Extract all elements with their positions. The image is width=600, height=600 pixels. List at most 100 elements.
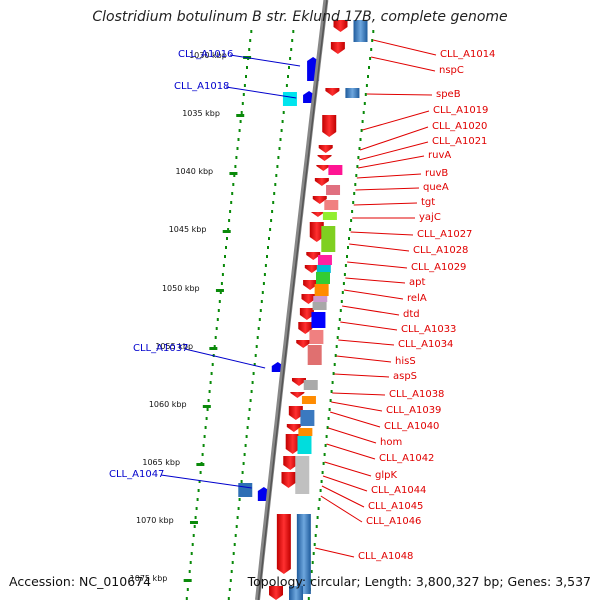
forward-gene-colored bbox=[321, 226, 336, 252]
right-slot-dot bbox=[316, 516, 319, 519]
tick-label: 1055 kbp bbox=[155, 342, 194, 351]
left-slot-outer-dot bbox=[210, 372, 213, 375]
left-slot-dot bbox=[287, 75, 289, 78]
right-slot-dot bbox=[328, 408, 331, 411]
forward-gene bbox=[276, 514, 291, 574]
left-slot-outer-dot bbox=[196, 498, 199, 501]
left-slot-outer-dot bbox=[192, 534, 195, 537]
gene-label: CLL_A1042 bbox=[379, 453, 435, 464]
leader-line bbox=[324, 461, 372, 477]
right-slot-dot bbox=[358, 147, 361, 150]
right-slot-dot bbox=[335, 345, 338, 348]
tick-label: 1060 kbp bbox=[148, 400, 187, 409]
left-slot-dot bbox=[260, 300, 263, 303]
right-slot-dot bbox=[347, 246, 349, 249]
gene-label: ruvA bbox=[428, 150, 452, 161]
forward-gene-colored bbox=[328, 165, 343, 175]
leader-line bbox=[331, 401, 383, 412]
leader-line bbox=[320, 495, 363, 523]
right-slot-dot bbox=[369, 57, 372, 60]
left-slot-outer-dot bbox=[189, 561, 192, 564]
right-slot-dot bbox=[339, 309, 342, 312]
forward-gene bbox=[312, 196, 327, 204]
left-slot-outer-dot bbox=[203, 435, 206, 438]
right-slot-dot bbox=[364, 93, 367, 96]
left-slot-dot bbox=[270, 219, 273, 222]
left-slot-outer-dot bbox=[188, 570, 191, 573]
right-slot-dot bbox=[371, 39, 374, 42]
left-slot-outer-dot bbox=[245, 75, 247, 78]
left-slot-dot bbox=[276, 165, 279, 168]
forward-gene bbox=[296, 340, 311, 348]
left-slot-outer-dot bbox=[211, 363, 214, 366]
left-slot-dot bbox=[274, 183, 277, 186]
right-slot-dot bbox=[362, 111, 365, 114]
gene-label: CLL_A1033 bbox=[401, 324, 457, 335]
left-slot-dot bbox=[256, 336, 259, 339]
left-slot-outer-dot bbox=[198, 480, 201, 483]
left-slot-outer-dot bbox=[207, 399, 210, 402]
right-slot-dot bbox=[322, 462, 325, 465]
forward-gene bbox=[322, 115, 337, 137]
gene-label: nspC bbox=[439, 65, 464, 76]
left-slot-outer-dot bbox=[229, 210, 232, 213]
left-slot-outer-dot bbox=[222, 264, 225, 267]
forward-gene-colored bbox=[314, 284, 329, 296]
left-slot-outer-dot bbox=[243, 84, 246, 87]
tick-mark bbox=[229, 172, 238, 175]
left-slot-outer-dot bbox=[217, 309, 220, 312]
tick-mark bbox=[236, 114, 245, 117]
left-slot-outer-dot bbox=[206, 408, 209, 411]
left-gene-label: CLL_A1047 bbox=[109, 469, 165, 480]
leader-line bbox=[362, 110, 430, 131]
forward-gene bbox=[286, 424, 301, 432]
gene-label: queA bbox=[423, 182, 449, 193]
left-slot-outer-dot bbox=[239, 120, 242, 123]
left-slot-outer-dot bbox=[208, 390, 211, 393]
right-slot-dot bbox=[320, 480, 323, 483]
right-slot-dot bbox=[351, 210, 354, 213]
leader-line bbox=[326, 443, 376, 460]
left-slot-outer-dot bbox=[216, 318, 219, 321]
leader-line bbox=[342, 305, 400, 316]
left-slot-outer-dot bbox=[191, 543, 194, 546]
left-slot-dot bbox=[268, 237, 270, 240]
right-slot-dot bbox=[354, 183, 357, 186]
right-slot-dot bbox=[361, 120, 364, 123]
right-slot-dot bbox=[326, 426, 329, 429]
left-slot-dot bbox=[264, 264, 267, 267]
gene-label: CLL_A1048 bbox=[358, 551, 414, 562]
right-slot-dot bbox=[365, 84, 368, 87]
left-leader-line bbox=[225, 86, 297, 99]
right-slot-dot bbox=[312, 552, 315, 555]
forward-gene-colored bbox=[297, 436, 312, 454]
leader-line bbox=[347, 261, 408, 269]
forward-gene bbox=[330, 42, 345, 54]
backbone-line bbox=[255, 0, 329, 600]
leader-line bbox=[355, 187, 420, 191]
left-slot-dot bbox=[281, 120, 284, 123]
forward-gene bbox=[290, 392, 305, 398]
left-slot-outer-dot bbox=[202, 444, 205, 447]
left-slot-dot bbox=[289, 57, 292, 60]
forward-gene-colored bbox=[300, 410, 315, 426]
label-leader-lines bbox=[160, 39, 437, 558]
left-slot-outer-dot bbox=[230, 201, 233, 204]
right-slot-dot bbox=[342, 282, 345, 285]
tick-label: 1035 kbp bbox=[182, 109, 220, 118]
left-slot-outer-dot bbox=[240, 111, 243, 114]
left-slot-dot bbox=[245, 435, 248, 438]
gene-label: CLL_A1019 bbox=[433, 105, 489, 116]
left-slot-outer-dot bbox=[197, 489, 200, 492]
leader-line bbox=[353, 202, 418, 206]
gene-label: ruvB bbox=[425, 168, 449, 179]
left-feature-box bbox=[238, 483, 253, 497]
left-slot-dot bbox=[282, 111, 285, 114]
left-slot-outer-dot bbox=[236, 147, 239, 150]
gene-label: speB bbox=[436, 89, 461, 100]
left-slot-dot bbox=[280, 129, 283, 132]
reverse-gene bbox=[345, 88, 360, 98]
forward-gene bbox=[288, 406, 303, 420]
tick-mark bbox=[215, 289, 224, 292]
left-slot-dot bbox=[244, 444, 247, 447]
